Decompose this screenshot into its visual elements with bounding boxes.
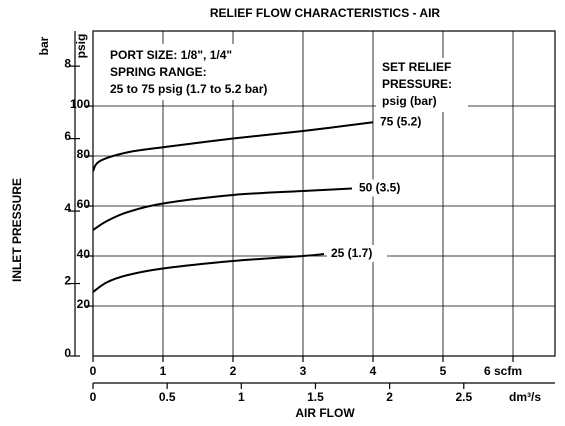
x-tick-label: 0 bbox=[90, 364, 97, 378]
annotation: psig (bar) bbox=[382, 94, 437, 108]
y-unit: psig bbox=[74, 34, 88, 59]
x2-tick-label: 1.5 bbox=[307, 390, 324, 404]
series-label-box bbox=[327, 245, 387, 262]
x2-tick-label: 1 bbox=[238, 390, 245, 404]
annotation: PRESSURE: bbox=[382, 77, 452, 91]
annotation: SET RELIEF bbox=[382, 60, 451, 74]
annotation: 25 to 75 psig (1.7 to 5.2 bar) bbox=[110, 82, 267, 96]
y-tick-label: 40 bbox=[77, 247, 91, 261]
y2-tick-label: 8 bbox=[64, 56, 71, 70]
y2-tick-label: 6 bbox=[64, 129, 71, 143]
y-tick-label: 60 bbox=[77, 197, 91, 211]
x-tick-label: 6 scfm bbox=[484, 364, 522, 378]
series-line bbox=[92, 253, 325, 293]
x2-tick-label: 0.5 bbox=[159, 390, 176, 404]
series-label: 25 (1.7) bbox=[331, 246, 372, 260]
x-tick-label: 4 bbox=[370, 364, 377, 378]
annotation: SPRING RANGE: bbox=[110, 65, 207, 79]
series-label: 50 (3.5) bbox=[359, 181, 400, 195]
x-axis-title: AIR FLOW bbox=[295, 406, 355, 420]
series-line bbox=[92, 121, 374, 172]
series-line bbox=[92, 187, 353, 231]
x2-tick-label: 2 bbox=[386, 390, 393, 404]
y2-tick-label: 0 bbox=[64, 346, 71, 360]
y2-tick-label: 2 bbox=[64, 274, 71, 288]
y-tick-label: 80 bbox=[77, 147, 91, 161]
x-tick-label: 1 bbox=[160, 364, 167, 378]
x-tick-label: 3 bbox=[300, 364, 307, 378]
annotation-box bbox=[104, 44, 300, 100]
plot-frame bbox=[92, 30, 556, 357]
annotation: PORT SIZE: 1/8", 1/4" bbox=[110, 48, 232, 62]
y-tick-label: 20 bbox=[77, 297, 91, 311]
series-label-box bbox=[376, 113, 436, 131]
chart-title: RELIEF FLOW CHARACTERISTICS - AIR bbox=[210, 6, 441, 20]
y-axis-title: INLET PRESSURE bbox=[10, 178, 24, 282]
x-tick-label: 2 bbox=[230, 364, 237, 378]
series-label: 75 (5.2) bbox=[380, 114, 421, 128]
x2-tick-label: 2.5 bbox=[455, 390, 472, 404]
y-tick-label: 100 bbox=[70, 97, 90, 111]
x-tick-label: 5 bbox=[440, 364, 447, 378]
series-label-box bbox=[355, 179, 415, 197]
x2-unit: dm³/s bbox=[509, 390, 541, 404]
annotation-box bbox=[376, 58, 468, 112]
y2-unit: bar bbox=[37, 36, 51, 55]
y2-tick-label: 4 bbox=[64, 201, 71, 215]
x2-tick-label: 0 bbox=[90, 390, 97, 404]
